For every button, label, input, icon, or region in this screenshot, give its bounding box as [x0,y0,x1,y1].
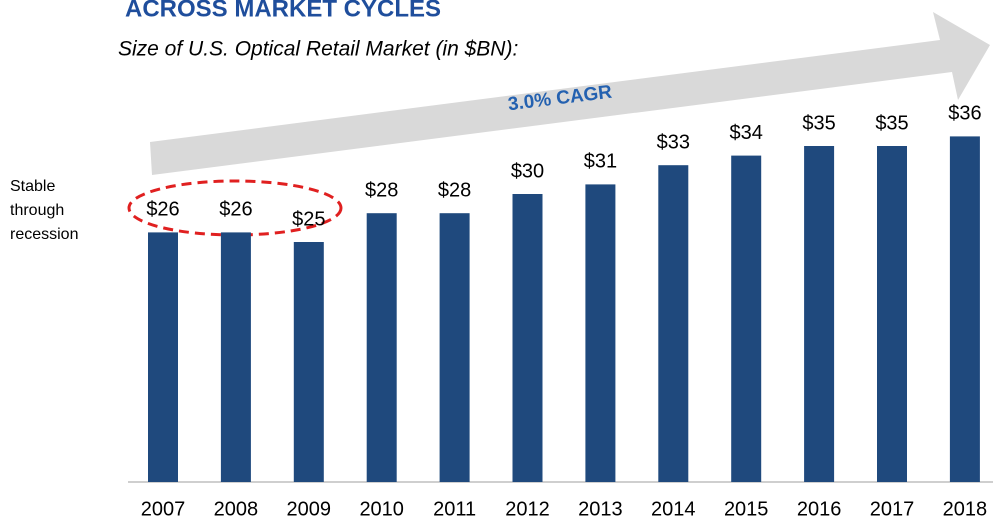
x-tick-label: 2014 [651,498,696,520]
value-label: $30 [511,160,544,182]
bar [658,165,689,482]
value-label: $28 [365,179,398,201]
value-label: $26 [146,199,179,221]
x-tick-label: 2016 [797,498,842,520]
value-label: $25 [292,208,325,230]
bar [439,213,470,482]
x-tick-label: 2008 [214,498,259,520]
x-tick-label: 2013 [578,498,623,520]
bar [366,213,397,482]
x-tick-label: 2012 [505,498,550,520]
value-label: $34 [730,122,763,144]
x-tick-label: 2009 [287,498,332,520]
value-label: $36 [948,103,981,125]
value-label: $28 [438,179,471,201]
chart-title: ACROSS MARKET CYCLES [125,0,441,22]
note-line: recession [10,226,78,243]
x-tick-label: 2017 [870,498,915,520]
x-tick-label: 2011 [433,498,476,520]
note-line: through [10,202,64,219]
bar [877,146,907,482]
value-label: $26 [219,199,252,221]
value-label: $33 [657,131,690,153]
bar [148,232,178,482]
value-label: $31 [584,151,617,173]
value-label: $35 [875,112,908,134]
bar [804,146,835,482]
bar [293,242,324,482]
x-tick-label: 2007 [141,498,186,520]
value-label: $35 [802,112,835,134]
x-tick-label: 2018 [943,498,988,520]
bar [731,155,762,482]
x-tick-label: 2010 [359,498,404,520]
trend-arrow [150,12,990,175]
bar [512,194,543,482]
chart-subtitle: Size of U.S. Optical Retail Market (in $… [118,38,518,61]
bar [220,232,251,482]
bar [585,184,616,482]
note-line: Stable [10,178,55,195]
bar [949,136,980,482]
x-tick-label: 2015 [724,498,769,520]
